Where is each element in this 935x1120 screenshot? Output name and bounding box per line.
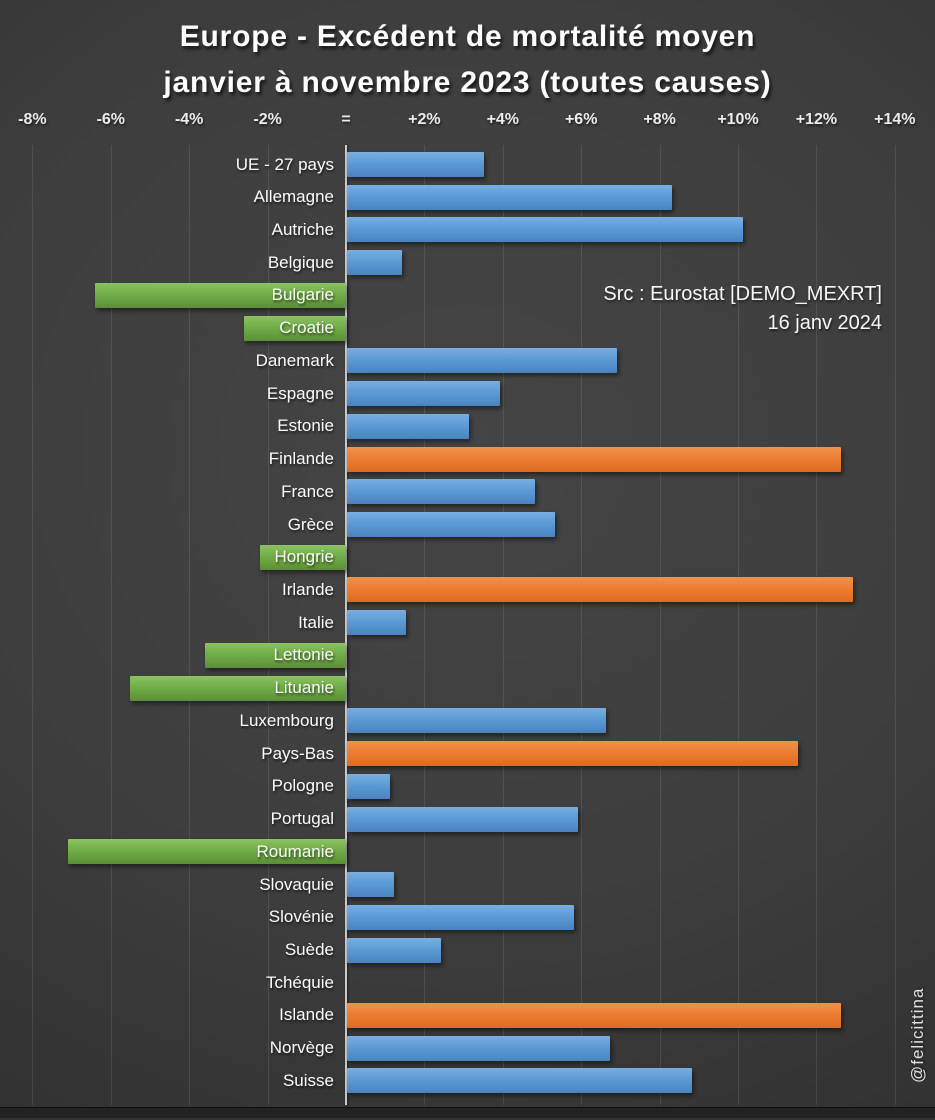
bar-pologne (347, 773, 391, 799)
category-label: Lituanie (274, 678, 334, 698)
category-label: Slovénie (268, 907, 334, 927)
x-axis-tick-label: +12% (795, 111, 838, 128)
bar-portugal (347, 806, 579, 832)
category-label: UE - 27 pays (235, 154, 334, 174)
bar-lituanie (130, 675, 346, 701)
category-label: Norvège (269, 1038, 334, 1058)
x-axis-tick-label: -8% (18, 111, 47, 128)
bar-danemark (347, 348, 618, 374)
category-label: Suède (284, 940, 334, 960)
bar-suisse (347, 1068, 692, 1094)
category-label: Roumanie (256, 841, 335, 861)
x-axis-tick-label: +10% (717, 111, 759, 128)
x-axis-tick-label: = (341, 111, 351, 128)
category-label: Pays-Bas (261, 743, 334, 763)
category-label: Autriche (271, 219, 334, 239)
category-label: Italie (298, 612, 334, 632)
gridline (581, 145, 583, 1105)
category-label: Hongrie (274, 547, 334, 567)
category-label: Slovaquie (259, 874, 334, 894)
bar-allemagne (347, 184, 673, 210)
chart-title-line2: janvier à novembre 2023 (toutes causes) (163, 66, 772, 99)
bar-estonie (347, 413, 469, 439)
bar-slov-nie (347, 904, 575, 930)
bar-bulgarie (95, 282, 346, 308)
category-label: Allemagne (253, 187, 334, 207)
bar-norv-ge (347, 1035, 610, 1061)
bar-france (347, 479, 536, 505)
bar-irlande (347, 577, 853, 603)
x-axis-tick-label: -6% (96, 111, 126, 128)
category-label: Bulgarie (271, 285, 334, 305)
gridline (424, 145, 426, 1105)
category-label: Lettonie (273, 645, 335, 665)
gridline (110, 145, 112, 1105)
gridline (894, 145, 896, 1105)
source-line2: 16 janv 2024 (767, 312, 882, 334)
chart-bottom-border (0, 1107, 935, 1120)
category-label: Belgique (267, 252, 334, 272)
gridline (738, 145, 739, 1105)
gridline (189, 145, 191, 1105)
x-axis-tick-label: +8% (643, 111, 676, 128)
bar-belgique (347, 250, 402, 276)
gridline (32, 145, 34, 1105)
gridline (502, 145, 504, 1105)
bar-finlande (347, 446, 841, 472)
bar-slovaquie (347, 872, 395, 898)
x-axis-tick-label: +6% (564, 111, 598, 128)
chart-title: Europe - Excédent de mortalité moyen jan… (0, 14, 935, 106)
category-label: Estonie (277, 416, 334, 436)
bar-lettonie (204, 642, 346, 668)
category-label: Danemark (255, 350, 334, 370)
category-label: Irlande (282, 579, 334, 599)
category-label: Suisse (282, 1070, 334, 1090)
bar-espagne (347, 381, 500, 407)
category-label: Croatie (279, 318, 334, 338)
category-label: Tchéquie (265, 972, 334, 992)
bar-ue-27-pays (347, 152, 485, 177)
bar-hongrie (259, 544, 346, 570)
category-label: Grèce (287, 514, 334, 534)
category-label: Pologne (271, 776, 334, 796)
category-label: Portugal (270, 809, 334, 829)
bar-su-de (347, 937, 442, 963)
watermark-handle: @felicittina (908, 987, 927, 1083)
x-axis-tick-label: -2% (253, 111, 282, 128)
gridline (267, 145, 269, 1105)
category-label: Islande (279, 1005, 334, 1025)
category-label: Luxembourg (239, 710, 334, 730)
zero-axis-line (345, 145, 347, 1105)
bar-croatie (244, 315, 346, 341)
bar-pays-bas (347, 741, 798, 767)
bar-gr-ce (347, 512, 555, 538)
x-axis-tick-label: +4% (486, 111, 520, 128)
x-axis-tick-label: -4% (174, 111, 204, 128)
bar-roumanie (67, 839, 346, 865)
gridline (816, 145, 818, 1105)
x-axis-tick-label: +14% (874, 111, 916, 128)
bar-italie (347, 610, 406, 636)
source-line1: Src : Eurostat [DEMO_MEXRT] (603, 283, 882, 305)
x-axis-tick-label: +2% (408, 111, 441, 128)
category-label: France (281, 481, 334, 501)
source-note: Src : Eurostat [DEMO_MEXRT] 16 janv 2024 (603, 280, 882, 338)
bar-luxembourg (347, 708, 606, 734)
category-label: Espagne (266, 383, 334, 403)
gridline (659, 145, 661, 1105)
bar-islande (347, 1002, 841, 1028)
category-label: Finlande (268, 449, 334, 469)
bar-autriche (347, 217, 743, 243)
chart-title-line1: Europe - Excédent de mortalité moyen (179, 20, 756, 53)
